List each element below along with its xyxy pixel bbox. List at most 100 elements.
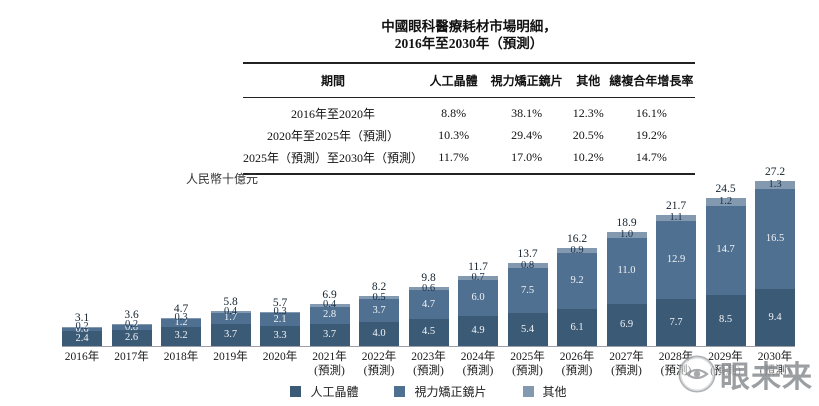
segment-value-label: 8.5 xyxy=(718,314,733,326)
segment-value-label: 2.4 xyxy=(75,332,89,344)
segment-value-label: 0.4 xyxy=(322,299,337,311)
segment-value-label: 7.5 xyxy=(520,284,535,296)
segment-value-label: 6.1 xyxy=(570,321,584,333)
table-cell: 10.3% xyxy=(438,128,470,142)
segment-value-label: 6.9 xyxy=(619,319,634,331)
segment-value-label: 1.0 xyxy=(619,228,634,240)
segment-value-label: 0.2 xyxy=(75,321,89,333)
x-axis-label: 2024年 (預測) xyxy=(461,351,496,378)
bar-segment-lens: 4.7 xyxy=(408,290,449,319)
table-cell: 14.7% xyxy=(635,150,667,164)
table-row: 2025年（預測）至2030年（預測） 11.7% 17.0% 10.2% 14.7% xyxy=(243,147,695,175)
bar-segment-other: 1.2 xyxy=(705,196,746,207)
bar-total-label: 21.7 xyxy=(665,199,687,212)
bar-segment-lens: 1.2 xyxy=(161,317,201,328)
bar-segment-other: 0.9 xyxy=(557,245,597,255)
x-axis-label: 2020年 xyxy=(263,351,298,365)
bar-slot: 4.0 3.7 0.5 8.2 2022年 (預測) xyxy=(359,176,399,377)
bar-total-label: 9.8 xyxy=(421,271,436,284)
segment-value-label: 3.7 xyxy=(223,328,238,340)
stacked-bar: 3.3 2.1 0.3 5.7 xyxy=(260,297,300,346)
bar-slot: 2.6 0.8 0.2 3.6 2017年 xyxy=(111,176,152,363)
cagr-table-header: 期間 人工晶體 視力矯正鏡片 其他 總複合年增長率 xyxy=(243,63,695,98)
bar-total-label: 6.9 xyxy=(322,289,337,302)
watermark: 眼未来 xyxy=(676,352,813,396)
segment-value-label: 2.8 xyxy=(322,309,337,321)
bar-segment-lens: 12.9 xyxy=(656,221,696,300)
segment-value-label: 1.7 xyxy=(223,312,238,324)
table-cell: 11.7% xyxy=(438,150,469,164)
bar-segment-lens: 3.7 xyxy=(359,299,399,322)
table-cell: 29.4% xyxy=(511,128,543,142)
table-col-header: 人工晶體 xyxy=(429,74,478,88)
table-cell: 17.0% xyxy=(511,150,543,164)
legend-item: 人工晶體 xyxy=(290,383,358,400)
segment-value-label: 4.0 xyxy=(372,327,386,339)
x-axis-label-forecast: (預測) xyxy=(363,364,395,377)
x-axis-label: 2021年 (預測) xyxy=(312,351,347,378)
bar-total-label: 3.1 xyxy=(74,311,90,324)
table-cell: 16.1% xyxy=(635,106,667,120)
bar-segment-iol: 2.6 xyxy=(111,330,152,346)
bar-total-label: 16.2 xyxy=(566,233,588,246)
bar-segment-lens: 2.8 xyxy=(309,306,350,324)
legend-label: 其他 xyxy=(542,385,567,399)
bar-segment-other: 1.0 xyxy=(606,228,647,240)
x-axis-label-forecast: (預測) xyxy=(462,364,494,377)
x-axis-label: 2022年 (預測) xyxy=(362,351,397,378)
table-row: 2016年至2020年 8.8% 38.1% 12.3% 16.1% xyxy=(243,98,695,125)
segment-value-label: 7.7 xyxy=(669,316,683,328)
x-axis-label-forecast: (預測) xyxy=(611,364,642,377)
table-cell: 2020年至2025年（預測） xyxy=(267,129,400,143)
bar-total-label: 3.6 xyxy=(124,309,139,322)
x-axis-label-year: 2017年 xyxy=(114,351,149,363)
x-axis-label-forecast: (預測) xyxy=(512,364,543,377)
legend-swatch-icon xyxy=(290,386,302,397)
bar-segment-iol: 6.9 xyxy=(606,304,647,346)
stacked-bar: 4.0 3.7 0.5 8.2 xyxy=(359,281,399,346)
stacked-bar: 9.4 16.5 1.3 27.2 xyxy=(755,166,795,346)
x-axis-label-forecast: (預測) xyxy=(314,364,345,377)
x-axis-label-year: 2024年 xyxy=(460,351,496,363)
x-axis-label-year: 2020年 xyxy=(262,351,298,363)
segment-value-label: 4.5 xyxy=(421,326,436,338)
segment-value-label: 0.6 xyxy=(75,323,89,335)
bar-slot: 5.4 7.5 0.8 13.7 2025年 (預測) xyxy=(507,176,548,377)
segment-value-label: 3.3 xyxy=(273,330,287,342)
bar-total-label: 13.7 xyxy=(517,248,538,261)
cagr-table-header-row: 期間 人工晶體 視力矯正鏡片 其他 總複合年增長率 xyxy=(243,63,695,98)
bar-slot: 6.1 9.2 0.9 16.2 2026年 (預測) xyxy=(557,176,597,377)
bar-segment-other: 0.8 xyxy=(507,259,548,271)
bar-segment-other: 0.5 xyxy=(359,292,399,303)
segment-value-label: 0.3 xyxy=(273,306,287,318)
legend-swatch-icon xyxy=(522,386,534,397)
segment-value-label: 0.7 xyxy=(471,271,485,283)
x-axis-label-year: 2023年 xyxy=(411,351,446,363)
segment-value-label: 11.0 xyxy=(617,264,636,276)
segment-value-label: 12.9 xyxy=(666,254,686,266)
legend-label: 視力矯正鏡片 xyxy=(414,385,487,399)
bar-slot: 3.7 2.8 0.4 6.9 2021年 (預測) xyxy=(309,176,350,377)
segment-value-label: 14.7 xyxy=(716,244,735,256)
bar-total-label: 18.9 xyxy=(616,216,637,229)
x-axis-label-forecast: (預測) xyxy=(710,364,741,377)
stacked-bar-plot: 2.4 0.6 0.2 3.1 2016年 2.6 0.8 0.2 3.6 2017年 3.2 1.2… xyxy=(62,166,795,377)
bar-slot: 9.4 16.5 1.3 27.2 2030年 (預測) xyxy=(755,166,795,377)
table-col-header: 期間 xyxy=(321,74,346,88)
segment-value-label: 0.2 xyxy=(124,318,139,330)
table-col-header: 視力矯正鏡片 xyxy=(490,74,563,88)
x-axis-label: 2023年 (預測) xyxy=(411,351,446,378)
bar-total-label: 8.2 xyxy=(371,281,387,294)
x-axis-label-year: 2027年 xyxy=(609,351,644,363)
bar-segment-iol: 5.4 xyxy=(507,313,548,346)
bar-slot: 3.3 2.1 0.3 5.7 2020年 xyxy=(260,176,300,363)
legend-label: 人工晶體 xyxy=(310,385,359,399)
stacked-bar: 3.7 1.7 0.4 5.8 xyxy=(210,296,251,346)
stacked-bar: 7.7 12.9 1.1 21.7 xyxy=(656,200,696,346)
bar-segment-iol: 4.5 xyxy=(408,318,449,346)
x-axis-label: 2025年 (預測) xyxy=(510,351,545,378)
legend-item: 其他 xyxy=(522,383,567,400)
segment-value-label: 0.3 xyxy=(174,312,188,324)
segment-value-label: 0.8 xyxy=(520,259,535,271)
